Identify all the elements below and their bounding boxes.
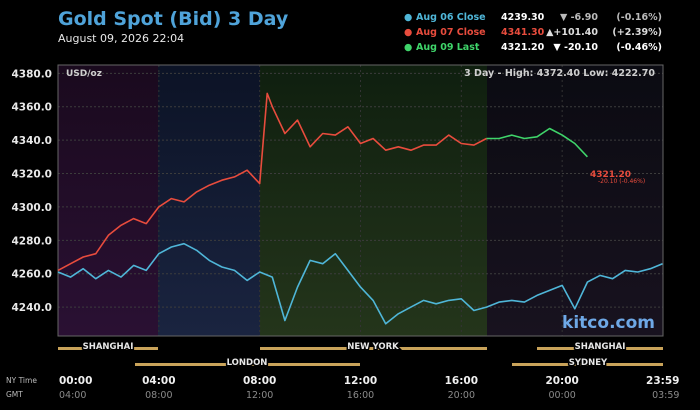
legend-label: Aug 09 Last [416, 42, 480, 53]
chart-datetime: August 09, 2026 22:04 [58, 32, 185, 45]
x-tick-label-ny: 20:00 [545, 375, 578, 387]
session-label-london: LONDON [227, 358, 268, 368]
legend-row-aug09: ● Aug 09 Last 4321.20 ▼ -20.10 (-0.46%) [404, 42, 696, 57]
session-label-newyork: NEW YORK [347, 342, 399, 352]
x-tick-label-ny: 23:59 [646, 375, 679, 387]
x-tick-label-gmt: 16:00 [347, 390, 374, 401]
last-price-label: 4321.20 [590, 170, 631, 180]
last-price-marker: 4321.20 -20.10 (-0.46%) [590, 170, 645, 185]
session-bar-london [135, 363, 360, 366]
series-line-aug-07-close [57, 92, 487, 272]
y-tick-label: 4300.0 [11, 202, 52, 214]
session-bar-shanghai-2 [537, 347, 663, 350]
x-axis-ticks: 00:00 04:00 04:00 08:00 08:00 12:00 12:00 16:00… [59, 375, 679, 401]
legend-row-aug07: ● Aug 07 Close 4341.30 ▲+101.40 (+2.39%) [404, 27, 696, 42]
legend-price: 4239.30 [501, 12, 545, 23]
kitco-watermark: kitco.com [562, 313, 655, 333]
legend: ● Aug 06 Close 4239.30 ▼ -6.90 (-0.16%) … [404, 12, 696, 57]
legend-row-aug06: ● Aug 06 Close 4239.30 ▼ -6.90 (-0.16%) [404, 12, 696, 27]
horizontal-grid [58, 72, 663, 308]
legend-pct: (+2.39%) [612, 27, 662, 38]
session-label-shanghai-2: SHANGHAI [575, 342, 626, 352]
legend-pct: (-0.46%) [616, 42, 662, 53]
x-tick-label-gmt: 12:00 [246, 390, 273, 401]
x-tick-label-gmt: 20:00 [448, 390, 475, 401]
legend-change-value: +101.40 [553, 27, 598, 38]
y-tick-label: 4380.0 [11, 68, 52, 80]
legend-dot: ● [404, 27, 413, 38]
legend-change: ▼ -20.10 [546, 42, 598, 53]
session-label-shanghai: SHANGHAI [83, 342, 134, 352]
legend-arrow: ▼ [553, 42, 561, 53]
legend-dot: ● [404, 42, 413, 53]
last-change-label: -20.10 (-0.46%) [598, 178, 645, 185]
session-shade-late [487, 65, 663, 336]
legend-label: Aug 06 Close [416, 12, 486, 23]
series-line-aug-09-last [486, 127, 588, 158]
legend-change-value: -6.90 [570, 12, 598, 23]
legend-arrow: ▲ [546, 27, 554, 38]
plot-background [58, 65, 663, 336]
x-tick-label-ny: 16:00 [445, 375, 478, 387]
legend-price: 4341.30 [501, 27, 545, 38]
session-shade-newyork [260, 65, 487, 336]
range-label: 3 Day - High: 4372.40 Low: 4222.70 [464, 68, 655, 79]
y-tick-label: 4240.0 [11, 302, 52, 314]
ny-time-label: NY Time [6, 376, 37, 385]
y-tick-label: 4340.0 [11, 135, 52, 147]
session-bars: SHANGHAI NEW YORK SHANGHAI LONDON SYDNEY [58, 341, 663, 370]
session-bar-sydney [512, 363, 663, 366]
chart-title: Gold Spot (Bid) 3 Day [58, 8, 289, 30]
legend-change-value: -20.10 [564, 42, 598, 53]
series-line-aug-06-close [57, 242, 663, 325]
session-label-sydney: SYDNEY [569, 358, 608, 368]
session-shade-asia [58, 65, 158, 336]
x-tick-label-gmt: 04:00 [59, 390, 86, 401]
session-bar-shanghai [58, 347, 158, 350]
session-bar-newyork [260, 347, 487, 350]
legend-dot: ● [404, 12, 413, 23]
gmt-label: GMT [6, 390, 23, 399]
series-lines [57, 92, 663, 325]
x-tick-label-ny: 12:00 [344, 375, 377, 387]
y-tick-label: 4280.0 [11, 235, 52, 247]
legend-change: ▲+101.40 [546, 27, 598, 38]
session-shade-london [158, 65, 260, 336]
legend-label: Aug 07 Close [416, 27, 486, 38]
y-tick-label: 4360.0 [11, 102, 52, 114]
x-tick-label-ny: 04:00 [142, 375, 175, 387]
unit-label: USD/oz [66, 69, 102, 79]
x-tick-label-ny: 08:00 [243, 375, 276, 387]
y-tick-label: 4320.0 [11, 169, 52, 181]
legend-pct: (-0.16%) [616, 12, 662, 23]
x-tick-label-gmt: 03:59 [652, 390, 679, 401]
vertical-grid [158, 65, 563, 336]
x-tick-label-ny: 00:00 [59, 375, 92, 387]
plot-frame [57, 64, 664, 337]
legend-change: ▼ -6.90 [546, 12, 598, 23]
legend-price: 4321.20 [501, 42, 545, 53]
legend-arrow: ▼ [559, 12, 568, 23]
y-tick-label: 4260.0 [11, 269, 52, 281]
x-tick-label-gmt: 00:00 [548, 390, 575, 401]
x-tick-label-gmt: 08:00 [145, 390, 172, 401]
y-axis-ticks: 4380.0 4360.0 4340.0 4320.0 4300.0 4280.0 4260… [11, 68, 52, 314]
